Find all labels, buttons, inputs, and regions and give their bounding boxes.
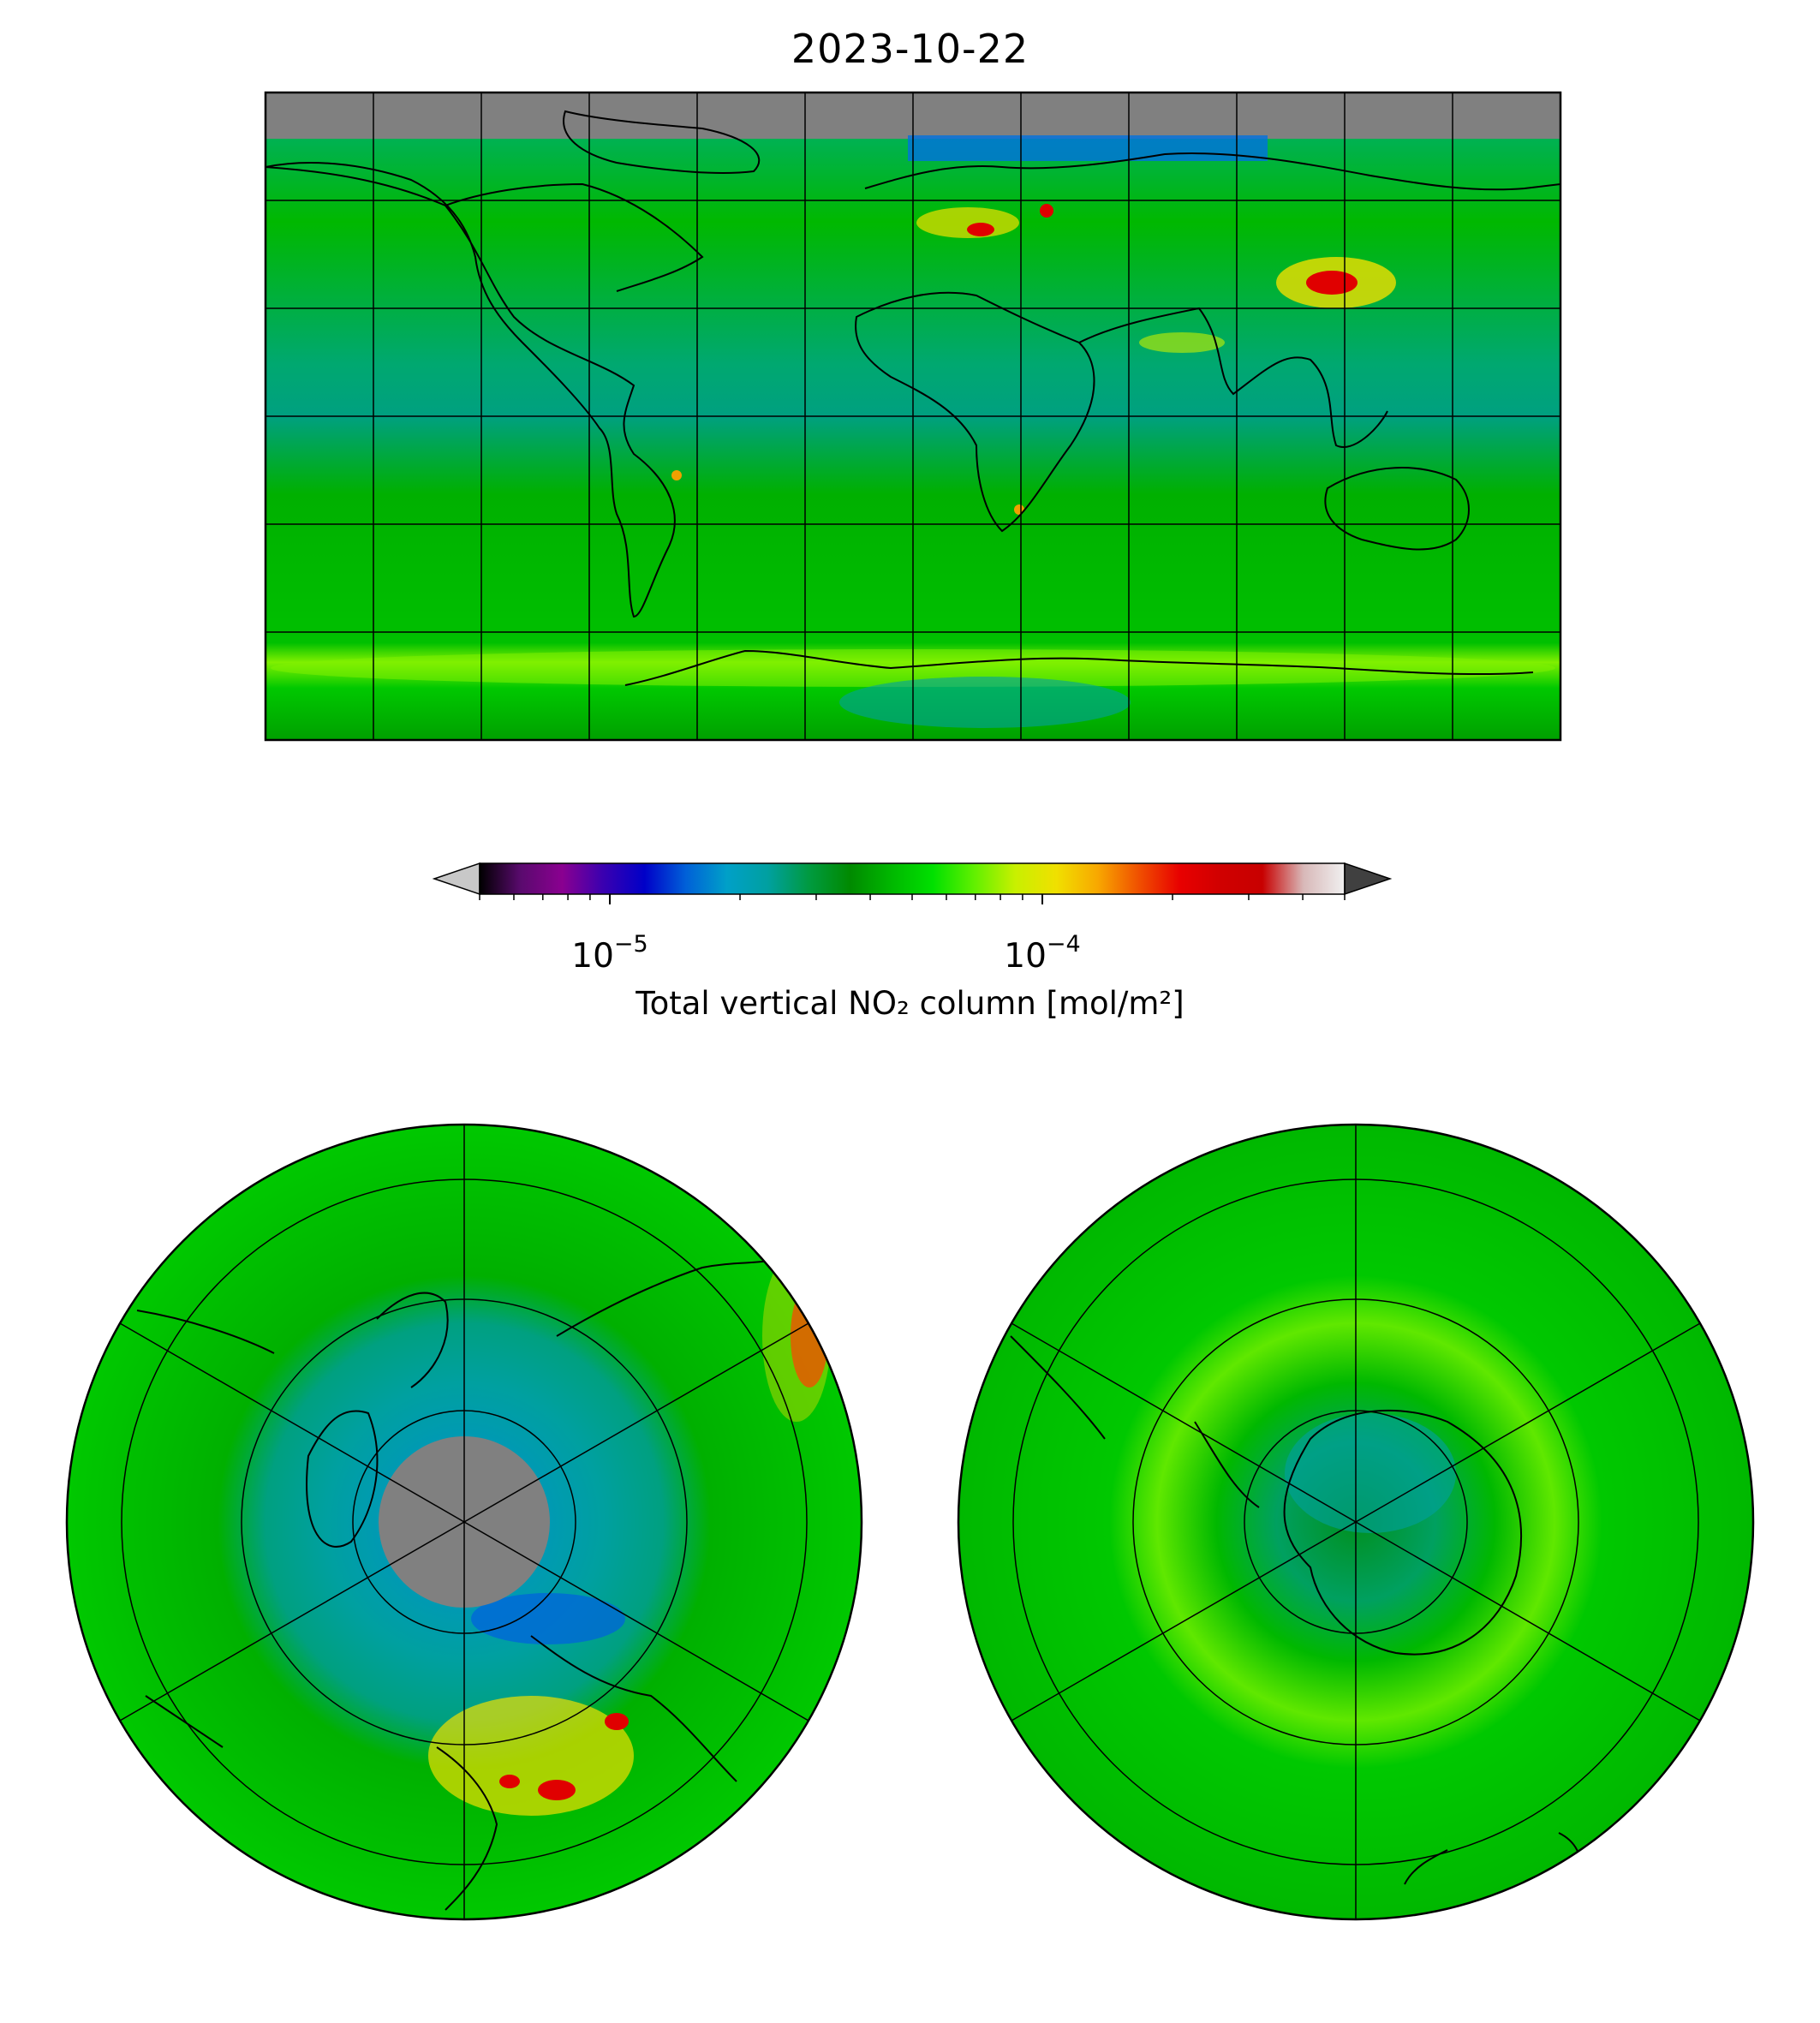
colorbar-over-triangle xyxy=(1344,862,1393,896)
north-hotspot-1 xyxy=(538,1780,576,1800)
south-polar-map xyxy=(957,1123,1755,1921)
colorbar-tick-label: 10−4 xyxy=(1004,931,1081,976)
colorbar-tick-label: 10−5 xyxy=(571,931,648,976)
colorbar-major-ticks xyxy=(609,894,1044,904)
south-low-patch xyxy=(1285,1413,1456,1533)
hotspot-south-america xyxy=(671,470,682,480)
north-low-patch xyxy=(471,1593,625,1644)
hotspot-east-asia xyxy=(1306,271,1358,295)
hotspot-europe xyxy=(967,223,994,236)
north-polar-map xyxy=(65,1123,863,1921)
figure-title: 2023-10-22 xyxy=(791,26,1029,72)
global-coastlines xyxy=(266,110,1560,686)
north-asia-halo xyxy=(762,1250,831,1422)
south-frame xyxy=(957,1123,1755,1921)
global-map-frame xyxy=(264,91,1562,742)
global-gridlines xyxy=(266,92,1560,740)
arctic-low-band xyxy=(908,135,1268,161)
antarctic-low-patch xyxy=(839,677,1131,728)
global-map xyxy=(266,92,1560,740)
north-gridlines xyxy=(119,1125,809,1919)
south-gridlines xyxy=(1011,1125,1701,1919)
north-hotspot-3 xyxy=(499,1775,520,1788)
hotspot-russia xyxy=(1040,204,1053,218)
colorbar xyxy=(432,862,1393,904)
colorbar-label: Total vertical NO₂ column [mol/m²] xyxy=(636,985,1184,1022)
north-hotspot-2 xyxy=(605,1713,629,1730)
hotspot-europe-halo xyxy=(916,207,1019,238)
north-europe-halo xyxy=(428,1696,634,1816)
colorbar-under-triangle xyxy=(432,862,480,896)
hotspot-india xyxy=(1139,332,1225,353)
colorbar-minor-ticks xyxy=(479,894,1346,900)
north-frame xyxy=(65,1123,863,1921)
colorbar-body xyxy=(480,863,1345,894)
